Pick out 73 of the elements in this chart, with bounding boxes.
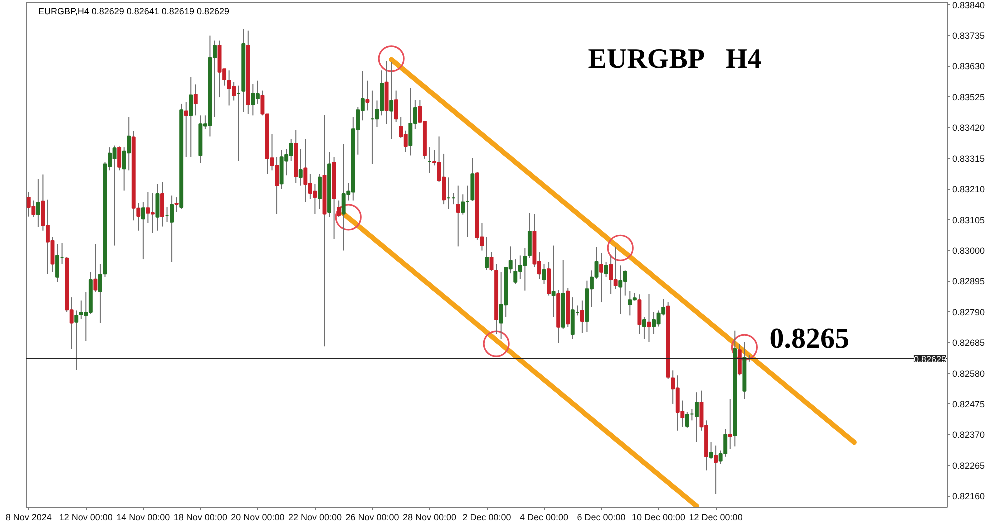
x-tick-label: 26 Nov 00:00 xyxy=(346,512,400,522)
candlestick xyxy=(485,236,489,271)
y-tick-label: 0.82160 xyxy=(952,492,986,502)
candlestick xyxy=(170,195,174,263)
x-tick-label: 14 Nov 00:00 xyxy=(116,512,170,522)
y-tick-label: 0.82790 xyxy=(952,307,986,318)
candlestick xyxy=(600,252,604,304)
candlestick xyxy=(156,184,160,232)
candlestick xyxy=(580,300,584,334)
point xyxy=(335,204,362,231)
point xyxy=(731,334,758,361)
candlestick xyxy=(552,245,556,318)
y-tick-label: 0.83735 xyxy=(952,31,986,42)
candlestick xyxy=(94,244,98,293)
x-tick-label: 10 Dec 00:00 xyxy=(632,512,686,522)
y-tick-label: 0.82265 xyxy=(952,460,986,471)
y-tick-label: 0.83210 xyxy=(952,184,986,195)
candlestick xyxy=(694,392,699,443)
x-tick-label: 28 Nov 00:00 xyxy=(402,512,457,522)
candlestick xyxy=(714,445,718,495)
candlestick xyxy=(390,62,394,140)
candlestick xyxy=(542,264,546,285)
x-tick-label: 18 Nov 00:00 xyxy=(174,512,228,522)
point xyxy=(483,330,510,358)
x-tick-label: 22 Nov 00:00 xyxy=(288,512,342,522)
candlestick xyxy=(36,178,40,228)
candlestick xyxy=(394,90,398,123)
y-tick-label: 0.83000 xyxy=(952,246,986,256)
y-tick-label: 0.82685 xyxy=(952,338,986,348)
candlestick xyxy=(642,316,646,340)
text: EURGBP H4 xyxy=(588,44,762,76)
x-tick-label: 8 Nov 2024 xyxy=(6,512,52,522)
candlestick xyxy=(366,80,370,112)
y-tick-label: 0.83525 xyxy=(952,92,986,102)
y-tick-label: 0.82580 xyxy=(952,368,986,379)
candlestick xyxy=(118,146,122,172)
candlestick xyxy=(647,294,652,343)
x-tick-label: 12 Nov 00:00 xyxy=(59,512,113,522)
candlestick xyxy=(160,182,164,228)
candlestick xyxy=(456,185,460,248)
point xyxy=(378,46,405,72)
annotation: EURGBP,H4 0.82629 0.82641 0.82619 0.82629 xyxy=(38,6,230,16)
x-tick-label: 2 Dec 00:00 xyxy=(462,512,512,522)
x-tick-label: 4 Dec 00:00 xyxy=(520,512,569,522)
y-tick-label: 0.83630 xyxy=(952,62,986,72)
x-tick-label: 12 Dec 00:00 xyxy=(689,512,743,522)
y-tick-label: 0.83840 xyxy=(952,0,986,10)
candlestick xyxy=(709,442,714,460)
y-tick-label: 0.82370 xyxy=(952,430,986,440)
point xyxy=(607,234,634,262)
candlestick xyxy=(604,262,608,278)
annotation: 0.8265 xyxy=(770,322,850,355)
ref-line-label: 0.82629 xyxy=(914,354,947,364)
y-tick-label: 0.83315 xyxy=(952,154,986,164)
x-tick-label: 6 Dec 00:00 xyxy=(577,512,626,522)
y-tick-label: 0.83420 xyxy=(952,123,986,134)
candlestick xyxy=(141,202,146,260)
candlestick xyxy=(685,412,690,428)
candlestick xyxy=(461,194,466,216)
candlestick xyxy=(194,84,198,116)
candlestick xyxy=(337,200,342,218)
candlestick xyxy=(189,76,194,158)
candlestick xyxy=(174,197,179,213)
candlestick xyxy=(184,102,188,158)
y-tick-label: 0.82475 xyxy=(952,399,986,410)
candlestick xyxy=(298,148,303,186)
candlestick xyxy=(738,344,742,376)
x-tick-label: 20 Nov 00:00 xyxy=(231,512,285,522)
y-tick-label: 0.82895 xyxy=(952,276,986,287)
y-tick-label: 0.83105 xyxy=(952,215,986,226)
candlestick xyxy=(728,398,732,450)
candlestick xyxy=(318,174,322,210)
candlestick xyxy=(74,310,79,371)
